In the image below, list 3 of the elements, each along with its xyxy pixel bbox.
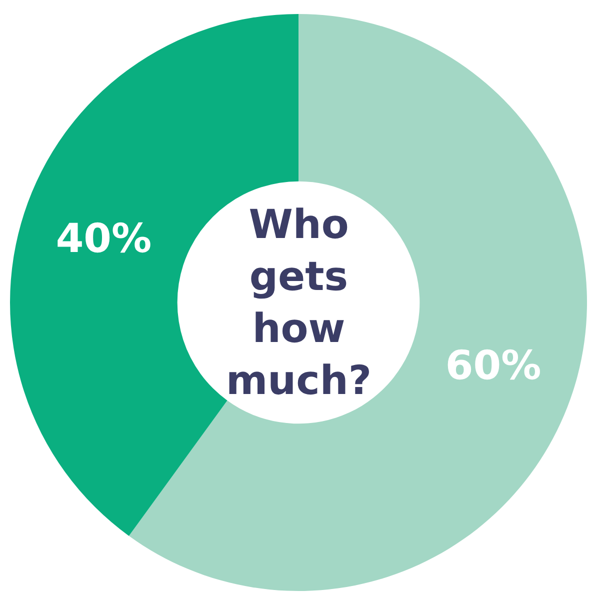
data-label: 60% <box>445 342 542 389</box>
data-label: 40% <box>56 216 152 262</box>
text: Who gets how much? <box>226 202 372 404</box>
